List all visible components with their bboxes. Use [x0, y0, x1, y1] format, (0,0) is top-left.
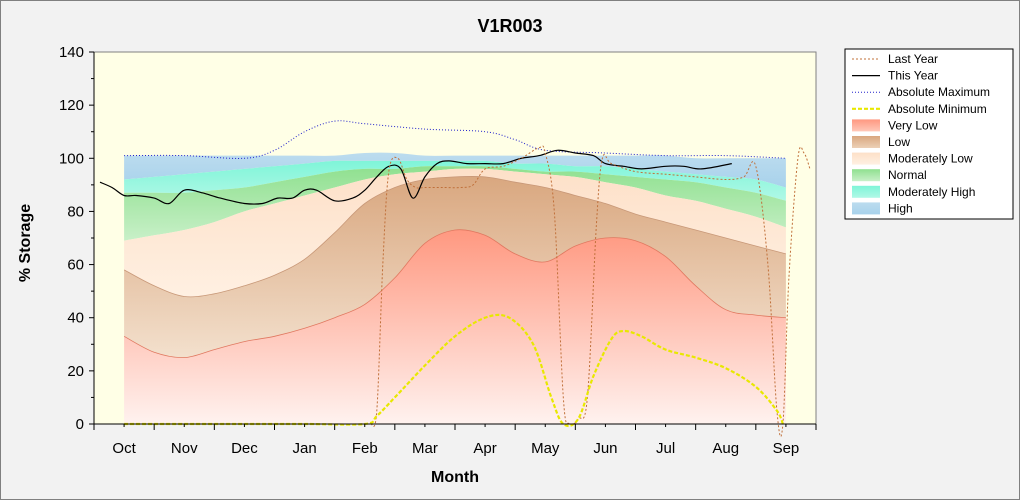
- x-tick-label: Jul: [656, 440, 675, 457]
- chart-title: V1R003: [477, 16, 542, 36]
- band-normal: [124, 166, 786, 241]
- band-high: [124, 152, 786, 188]
- bands-layer: [123, 152, 787, 424]
- y-tick-label: 60: [67, 257, 84, 274]
- y-axis-label: % Storage: [17, 204, 34, 282]
- x-tick-label: Feb: [352, 440, 378, 457]
- y-tick-label: 100: [59, 150, 84, 167]
- series-last-year-line: [370, 145, 811, 438]
- legend-label: Moderately High: [888, 185, 975, 199]
- x-axis: Oct Nov Dec Jan Feb Mar Apr May Jun Jul Aug Sep: [93, 423, 817, 457]
- legend-item-very-low: Very Low: [852, 118, 938, 132]
- legend: Last Year This Year Absolute Maximum Absolu…: [844, 48, 1014, 220]
- band-moderately-low: [124, 168, 786, 297]
- x-tick-label: Oct: [112, 440, 136, 457]
- x-tick-label: Apr: [473, 440, 496, 457]
- legend-label: Moderately Low: [888, 152, 973, 166]
- legend-label: Normal: [888, 168, 927, 182]
- x-tick-label: Dec: [231, 440, 258, 457]
- plot-area: [93, 51, 817, 438]
- y-tick-label: 140: [59, 44, 84, 61]
- legend-item-moderately-low: Moderately Low: [852, 152, 973, 166]
- x-axis-label: Month: [431, 469, 479, 486]
- x-tick-label: Jun: [593, 440, 617, 457]
- legend-item-last-year: Last Year: [852, 52, 938, 66]
- legend-item-low: Low: [852, 135, 910, 149]
- very-low-band-edge: [123, 229, 786, 359]
- legend-item-abs-min: Absolute Minimum: [852, 102, 987, 116]
- legend-swatch: [852, 119, 880, 132]
- series-this-year-line: [99, 149, 732, 205]
- y-tick-label: 0: [76, 416, 84, 433]
- x-tick-label: May: [531, 440, 560, 457]
- legend-swatch: [852, 202, 880, 215]
- band-moderately-high: [124, 160, 786, 201]
- legend-item-this-year: This Year: [852, 69, 938, 83]
- y-tick-label: 80: [67, 203, 84, 220]
- legend-swatch: [852, 136, 880, 148]
- legend-label: Absolute Maximum: [888, 85, 990, 99]
- y-tick-label: 20: [67, 363, 84, 380]
- legend-item-normal: Normal: [852, 168, 927, 182]
- y-tick-label: 120: [59, 97, 84, 114]
- y-axis: 0 20 40 60 80 100 120 140: [59, 44, 95, 433]
- band-low: [124, 176, 786, 358]
- y-tick-label: 40: [67, 310, 84, 327]
- legend-swatch: [852, 185, 880, 198]
- low-band-edge: [123, 175, 787, 298]
- legend-label: High: [888, 201, 913, 215]
- band-very-low: [124, 229, 786, 424]
- x-tick-label: Jan: [292, 440, 316, 457]
- legend-item-high: High: [852, 201, 913, 215]
- legend-item-abs-max: Absolute Maximum: [852, 85, 990, 99]
- legend-label: This Year: [888, 69, 938, 83]
- x-tick-label: Mar: [412, 440, 438, 457]
- series-abs-max-line: [124, 120, 786, 159]
- legend-label: Last Year: [888, 52, 938, 66]
- legend-items: Last Year This Year Absolute Maximum Absolu…: [852, 52, 990, 215]
- x-tick-label: Nov: [171, 440, 198, 457]
- legend-label: Absolute Minimum: [888, 102, 987, 116]
- legend-item-moderately-high: Moderately High: [852, 185, 975, 199]
- legend-swatch: [852, 152, 880, 165]
- x-tick-label: Sep: [773, 440, 800, 457]
- legend-label: Very Low: [888, 118, 938, 132]
- legend-swatch: [852, 169, 880, 182]
- x-tick-label: Aug: [712, 440, 739, 457]
- legend-label: Low: [888, 135, 910, 149]
